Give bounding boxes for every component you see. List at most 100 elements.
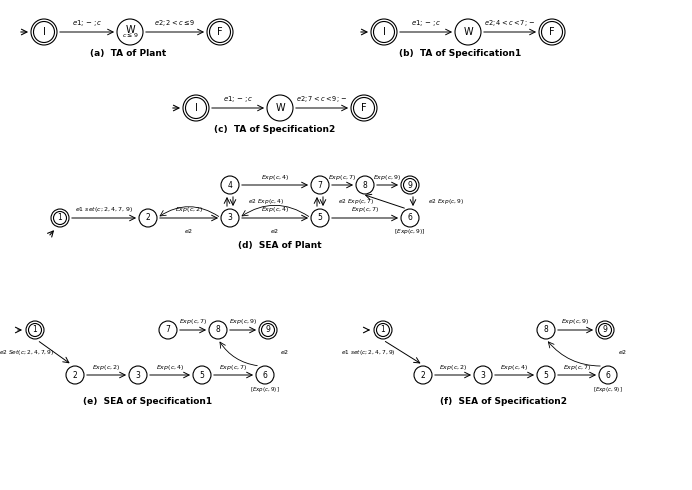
Text: (f)  SEA of Specification2: (f) SEA of Specification2 <box>439 396 567 406</box>
Circle shape <box>537 366 555 384</box>
Text: $Exp(c,2)$: $Exp(c,2)$ <box>175 205 203 215</box>
Text: $Exp(c,4)$: $Exp(c,4)$ <box>261 205 289 215</box>
Circle shape <box>221 176 239 194</box>
Text: 2: 2 <box>421 370 426 379</box>
Circle shape <box>374 321 392 339</box>
Text: $e2$: $e2$ <box>619 348 628 357</box>
Circle shape <box>159 321 177 339</box>
Text: 1: 1 <box>57 214 62 222</box>
Text: $e2\ Exp(c,9)$: $e2\ Exp(c,9)$ <box>428 197 464 206</box>
Text: 8: 8 <box>216 325 220 335</box>
Text: $Exp(c,7)$: $Exp(c,7)$ <box>328 172 357 181</box>
Text: $e1\ set(c;2,4,7,9)$: $e1\ set(c;2,4,7,9)$ <box>340 348 395 357</box>
Circle shape <box>599 366 617 384</box>
Text: 1: 1 <box>381 325 385 335</box>
Text: $[Exp(c,9)]$: $[Exp(c,9)]$ <box>251 385 280 393</box>
Circle shape <box>193 366 211 384</box>
Text: (b)  TA of Specification1: (b) TA of Specification1 <box>399 49 521 58</box>
Circle shape <box>267 95 293 121</box>
Circle shape <box>356 176 374 194</box>
Circle shape <box>256 366 274 384</box>
Text: F: F <box>549 27 555 37</box>
Text: F: F <box>361 103 367 113</box>
Text: $e2;2<c\leq9$: $e2;2<c\leq9$ <box>154 18 196 28</box>
Circle shape <box>539 19 565 45</box>
Text: $Exp(c,7)$: $Exp(c,7)$ <box>563 363 591 371</box>
Text: 7: 7 <box>318 180 322 190</box>
Text: 3: 3 <box>136 370 140 379</box>
Circle shape <box>26 321 44 339</box>
Text: $e2$: $e2$ <box>280 348 290 357</box>
Text: (d)  SEA of Plant: (d) SEA of Plant <box>238 242 322 250</box>
Circle shape <box>311 176 329 194</box>
Text: $[Exp(c,9)]$: $[Exp(c,9)]$ <box>593 385 623 393</box>
Circle shape <box>351 95 377 121</box>
Circle shape <box>259 321 277 339</box>
Text: 6: 6 <box>606 370 610 379</box>
Text: $Exp(c,4)$: $Exp(c,4)$ <box>156 363 184 371</box>
Text: I: I <box>43 27 46 37</box>
Circle shape <box>66 366 84 384</box>
Text: $e2$: $e2$ <box>271 227 280 235</box>
Text: $Exp(c,7)$: $Exp(c,7)$ <box>219 363 248 371</box>
Circle shape <box>401 176 419 194</box>
Circle shape <box>221 209 239 227</box>
Text: 5: 5 <box>199 370 204 379</box>
Text: $e2$: $e2$ <box>184 227 194 235</box>
Circle shape <box>455 19 481 45</box>
Text: $Exp(c,2)$: $Exp(c,2)$ <box>439 363 467 371</box>
Text: 5: 5 <box>543 370 549 379</box>
Circle shape <box>31 19 57 45</box>
Text: 2: 2 <box>73 370 78 379</box>
Text: $e2\ Set(c;2,4,7,9)$: $e2\ Set(c;2,4,7,9)$ <box>0 348 55 357</box>
Text: I: I <box>383 27 385 37</box>
Text: $Exp(c,7)$: $Exp(c,7)$ <box>351 205 379 215</box>
Text: $e2;7<c<9;-$: $e2;7<c<9;-$ <box>296 94 348 104</box>
Text: 5: 5 <box>318 214 322 222</box>
Text: $e1\ set(c;2,4,7,9)$: $e1\ set(c;2,4,7,9)$ <box>75 205 133 215</box>
Text: (a)  TA of Plant: (a) TA of Plant <box>90 49 166 58</box>
Text: 3: 3 <box>228 214 233 222</box>
Text: $e2\ Exp(c,4)$: $e2\ Exp(c,4)$ <box>248 197 284 206</box>
Circle shape <box>537 321 555 339</box>
Text: $Exp(c,4)$: $Exp(c,4)$ <box>261 172 289 181</box>
Circle shape <box>51 209 69 227</box>
Text: 9: 9 <box>603 325 608 335</box>
Circle shape <box>209 321 227 339</box>
Text: $Exp(c,4)$: $Exp(c,4)$ <box>500 363 529 371</box>
Circle shape <box>139 209 157 227</box>
Text: 3: 3 <box>480 370 485 379</box>
Circle shape <box>117 19 143 45</box>
Text: $Exp(c,9)$: $Exp(c,9)$ <box>229 318 257 326</box>
Circle shape <box>183 95 209 121</box>
Circle shape <box>129 366 147 384</box>
Circle shape <box>474 366 492 384</box>
Text: $Exp(c,9)$: $Exp(c,9)$ <box>561 318 590 326</box>
Text: F: F <box>217 27 223 37</box>
Text: $Exp(c,2)$: $Exp(c,2)$ <box>92 363 121 371</box>
Circle shape <box>414 366 432 384</box>
Text: $c\leq9$: $c\leq9$ <box>122 31 138 40</box>
Text: 8: 8 <box>544 325 548 335</box>
Text: W: W <box>125 25 135 35</box>
Text: $[Exp(c,9)]$: $[Exp(c,9)]$ <box>394 227 426 237</box>
Text: $Exp(c,9)$: $Exp(c,9)$ <box>373 172 402 181</box>
Circle shape <box>311 209 329 227</box>
Text: (e)  SEA of Specification1: (e) SEA of Specification1 <box>84 396 212 406</box>
Text: $e2;4<c<7;-$: $e2;4<c<7;-$ <box>484 18 536 28</box>
Text: $Exp(c,7)$: $Exp(c,7)$ <box>179 318 208 326</box>
Text: 6: 6 <box>408 214 412 222</box>
Text: 2: 2 <box>145 214 150 222</box>
Circle shape <box>371 19 397 45</box>
Text: 4: 4 <box>228 180 233 190</box>
Text: 9: 9 <box>408 180 412 190</box>
Circle shape <box>596 321 614 339</box>
Text: 6: 6 <box>262 370 267 379</box>
Circle shape <box>207 19 233 45</box>
Text: 7: 7 <box>165 325 170 335</box>
Text: $e1;-;c$: $e1;-;c$ <box>411 18 441 28</box>
Text: 1: 1 <box>33 325 37 335</box>
Text: $e1;-;c$: $e1;-;c$ <box>223 94 253 104</box>
Text: 9: 9 <box>266 325 271 335</box>
Text: $e1;-;c$: $e1;-;c$ <box>72 18 102 28</box>
